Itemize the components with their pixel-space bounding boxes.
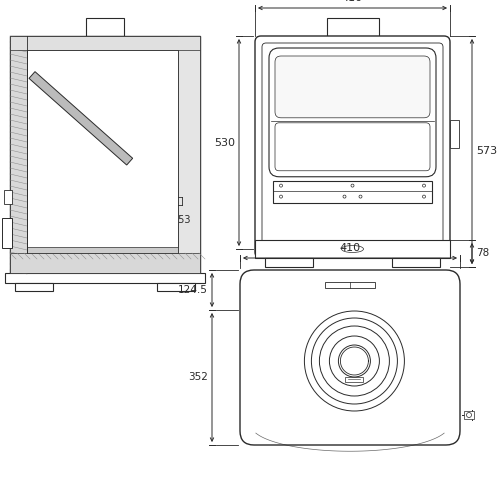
Text: 78: 78: [476, 248, 489, 258]
FancyBboxPatch shape: [269, 48, 436, 177]
FancyBboxPatch shape: [255, 36, 450, 258]
Text: 352: 352: [188, 372, 208, 382]
Polygon shape: [29, 72, 132, 165]
Bar: [464, 411, 474, 419]
Bar: [5, 273, 205, 283]
Bar: [27, 247, 178, 253]
Bar: [265, 258, 313, 267]
Bar: [10, 36, 200, 50]
Bar: [325, 282, 375, 288]
Bar: [10, 36, 27, 273]
Text: 573: 573: [476, 146, 497, 156]
Text: 530: 530: [214, 138, 235, 147]
Text: 333.5: 333.5: [50, 148, 78, 158]
FancyBboxPatch shape: [275, 56, 430, 118]
Text: 229: 229: [93, 231, 112, 241]
Bar: [157, 283, 195, 291]
Bar: [255, 240, 450, 258]
Bar: [10, 36, 200, 273]
Bar: [10, 253, 200, 273]
FancyBboxPatch shape: [275, 123, 430, 171]
Bar: [392, 258, 440, 267]
Bar: [346, 377, 364, 382]
Bar: [273, 181, 432, 203]
Bar: [450, 120, 459, 148]
Text: 410: 410: [342, 0, 363, 3]
Bar: [27, 50, 178, 253]
Text: 153: 153: [173, 215, 192, 225]
Bar: [178, 36, 200, 273]
FancyBboxPatch shape: [240, 270, 460, 445]
Bar: [15, 283, 53, 291]
Text: 410: 410: [340, 243, 360, 253]
Bar: [2, 218, 12, 248]
Bar: [4, 190, 12, 204]
Text: 124.5: 124.5: [178, 285, 208, 295]
FancyBboxPatch shape: [262, 43, 443, 256]
Circle shape: [466, 412, 471, 418]
Bar: [86, 18, 124, 36]
Bar: [326, 18, 378, 36]
